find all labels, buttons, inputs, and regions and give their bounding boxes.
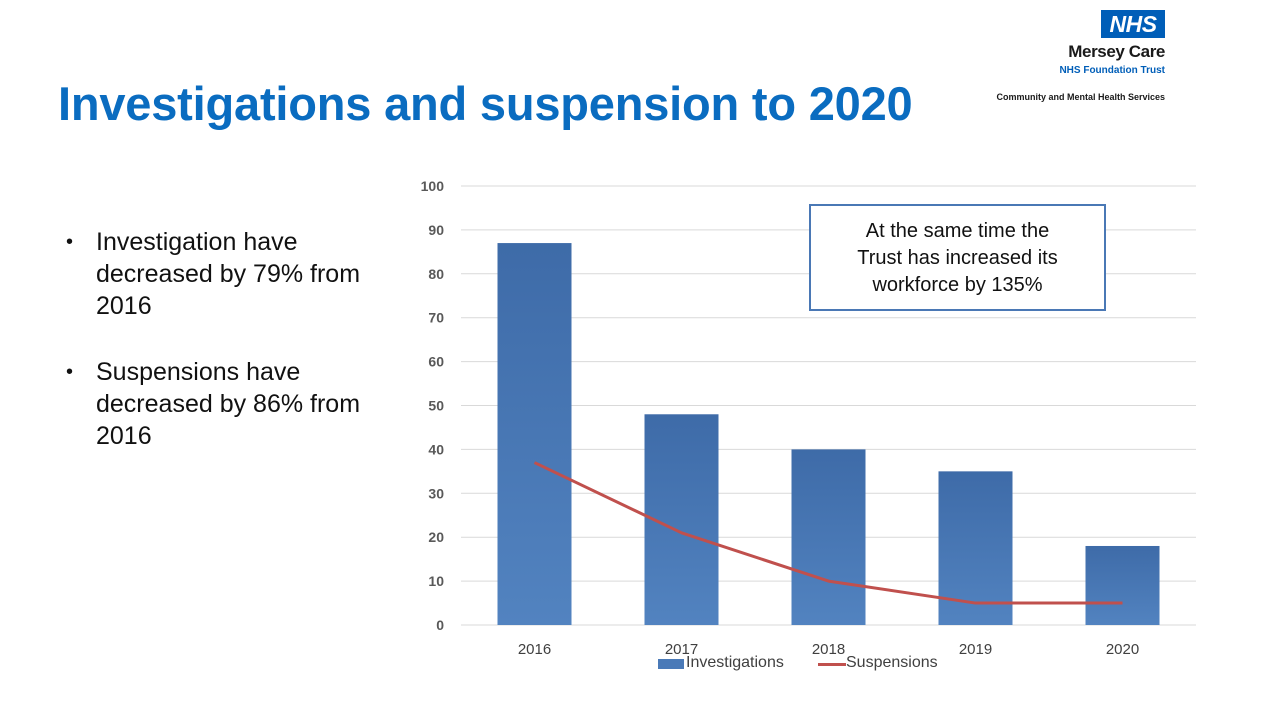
y-tick-label: 60: [428, 354, 444, 370]
y-tick-label: 30: [428, 485, 444, 501]
x-tick-label: 2016: [518, 641, 551, 658]
line-suspensions: [533, 461, 1123, 605]
callout-line: Trust has increased its: [857, 247, 1058, 269]
slide-title: Investigations and suspension to 2020: [58, 77, 913, 130]
x-tick-label: 2017: [665, 641, 698, 658]
org-subtitle: NHS Foundation Trust: [1059, 65, 1165, 76]
x-tick-label: 2020: [1106, 641, 1139, 658]
legend-label: Suspensions: [846, 654, 938, 671]
legend-swatch-bar: [658, 659, 684, 669]
y-tick-label: 50: [428, 398, 444, 414]
bullet-icon: •: [66, 361, 74, 383]
bullet-item: • Investigation have decreased by 79% fr…: [62, 226, 392, 322]
org-name: Mersey Care: [1068, 42, 1165, 61]
y-tick-label: 0: [436, 617, 444, 633]
y-tick-label: 40: [428, 441, 444, 457]
org-tagline: Community and Mental Health Services: [996, 92, 1165, 102]
y-tick-label: 100: [421, 178, 445, 194]
bullet-icon: •: [66, 231, 74, 253]
y-tick-label: 20: [428, 529, 444, 545]
y-tick-label: 70: [428, 310, 444, 326]
y-tick-label: 80: [428, 266, 444, 282]
y-tick-label: 10: [428, 573, 444, 589]
bar-investigations: [791, 449, 866, 625]
nhs-logo: NHS Mersey Care NHS Foundation Trust Com…: [990, 10, 1165, 105]
x-tick-label: 2019: [959, 641, 992, 658]
bullet-list: • Investigation have decreased by 79% fr…: [62, 226, 392, 486]
callout-box: At the same time the Trust has increased…: [809, 204, 1106, 311]
nhs-logo-mark: NHS: [1101, 10, 1165, 38]
callout-line: At the same time the: [865, 220, 1050, 242]
bullet-text: Investigation have decreased by 79% from…: [96, 228, 361, 320]
x-tick-label: 2018: [812, 641, 845, 658]
bar-investigations: [497, 243, 572, 625]
bullet-item: • Suspensions have decreased by 86% from…: [62, 356, 392, 452]
bullet-text: Suspensions have decreased by 86% from 2…: [96, 358, 361, 450]
bar-investigations: [1085, 545, 1160, 625]
legend-label: Investigations: [686, 654, 784, 671]
legend-swatch-line: [818, 663, 846, 666]
y-tick-label: 90: [428, 222, 444, 238]
callout-line: workforce by 135%: [872, 274, 1043, 296]
